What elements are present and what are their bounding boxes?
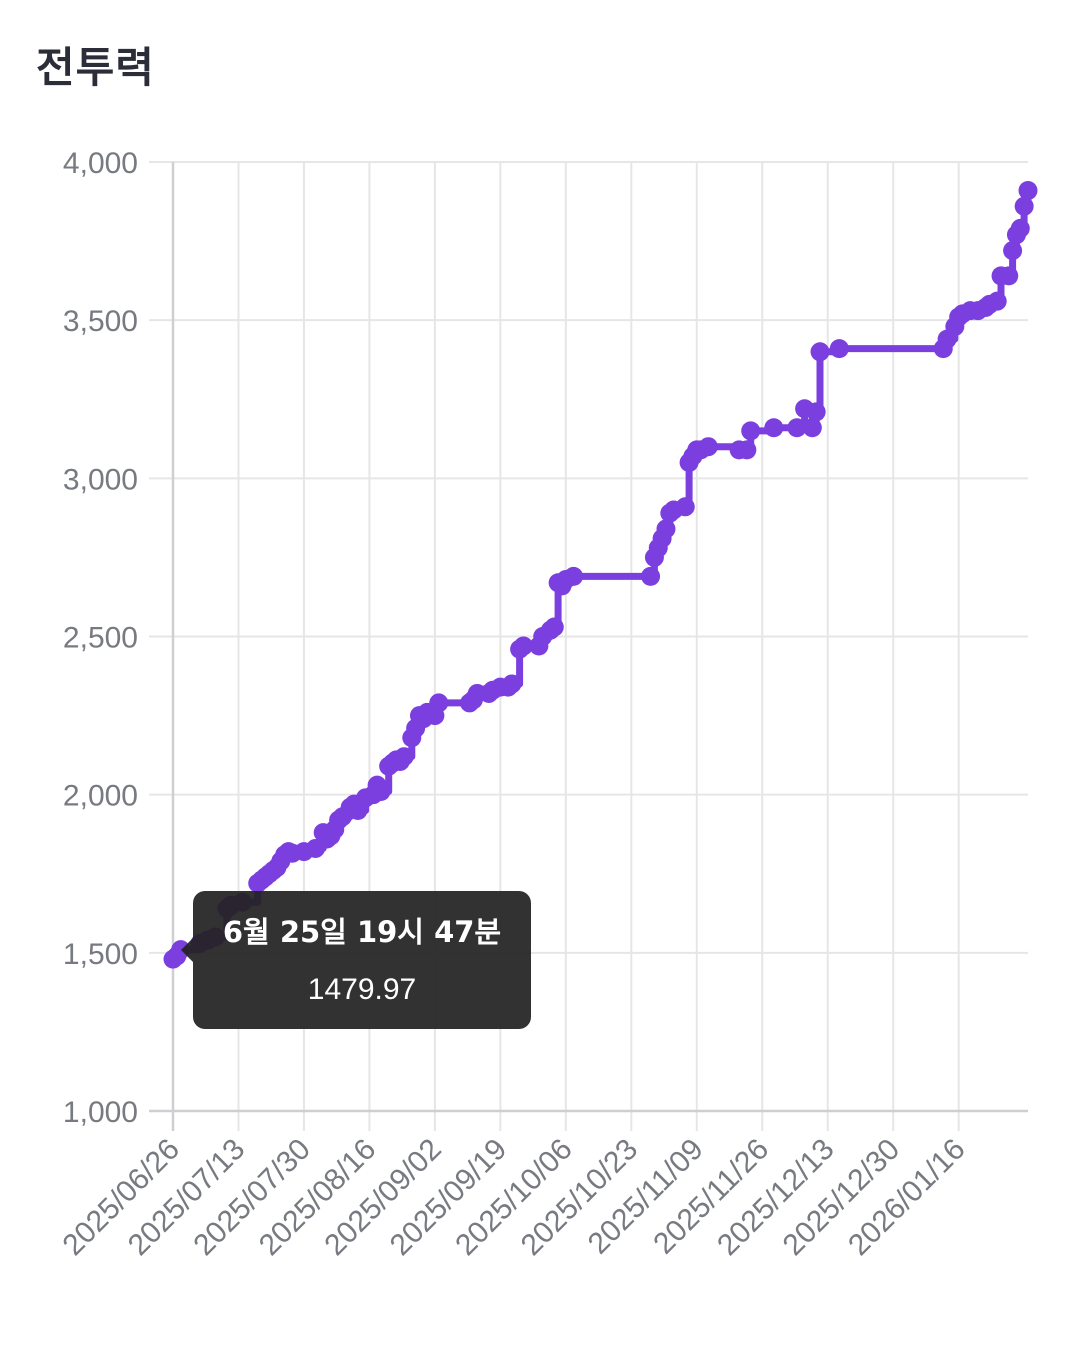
data-point[interactable]: [371, 782, 391, 802]
data-point[interactable]: [502, 674, 522, 694]
data-point[interactable]: [999, 266, 1019, 286]
series-power[interactable]: [163, 180, 1038, 969]
data-point[interactable]: [787, 418, 807, 438]
data-point[interactable]: [675, 497, 695, 517]
y-tick-label: 3,000: [63, 463, 138, 496]
data-point[interactable]: [656, 519, 676, 539]
y-tick-label: 2,000: [63, 780, 138, 813]
data-point[interactable]: [544, 617, 564, 637]
tooltip-title: 6월 25일 19시 47분: [222, 915, 502, 949]
data-point[interactable]: [394, 747, 414, 767]
chart-title: 전투력: [36, 43, 155, 92]
data-point[interactable]: [764, 418, 784, 438]
data-point[interactable]: [513, 636, 533, 656]
data-point[interactable]: [1018, 180, 1038, 200]
y-tick-label: 3,500: [63, 305, 138, 338]
data-point[interactable]: [987, 291, 1007, 311]
data-point[interactable]: [698, 437, 718, 457]
x-axis-labels: 2025/06/262025/07/132025/07/302025/08/16…: [56, 1133, 971, 1263]
data-point[interactable]: [737, 440, 757, 460]
tooltip-value: 1479.97: [307, 973, 417, 1006]
y-tick-label: 1,000: [63, 1096, 138, 1129]
data-point[interactable]: [741, 421, 761, 441]
data-point[interactable]: [641, 566, 661, 586]
data-point[interactable]: [1014, 196, 1034, 216]
tooltip-caret: [181, 938, 193, 962]
tooltip: 6월 25일 19시 47분 1479.97: [193, 891, 531, 1029]
y-tick-label: 4,000: [63, 147, 138, 180]
y-tick-label: 1,500: [63, 938, 138, 971]
data-point[interactable]: [429, 693, 449, 713]
y-tick-label: 2,500: [63, 622, 138, 655]
data-point[interactable]: [806, 402, 826, 422]
axes: [149, 162, 1028, 1131]
data-point[interactable]: [564, 566, 584, 586]
data-point[interactable]: [1003, 241, 1023, 261]
y-axis-labels: 1,000 1,500 2,000 2,500 3,000 3,500 4,000: [63, 147, 138, 1129]
data-point[interactable]: [810, 342, 830, 362]
grid-lines: [149, 161, 1028, 1131]
data-point[interactable]: [802, 418, 822, 438]
data-point[interactable]: [1010, 218, 1030, 238]
data-point[interactable]: [829, 339, 849, 359]
